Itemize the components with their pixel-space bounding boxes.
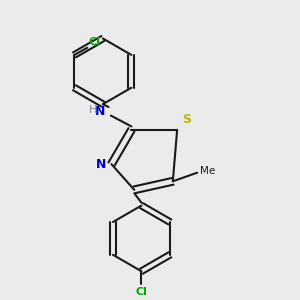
Text: Me: Me: [200, 166, 215, 176]
Text: H: H: [89, 105, 97, 115]
Text: Cl: Cl: [89, 37, 100, 47]
Text: S: S: [182, 113, 191, 126]
Text: N: N: [95, 105, 106, 118]
Text: N: N: [96, 158, 106, 171]
Text: Cl: Cl: [136, 287, 147, 297]
